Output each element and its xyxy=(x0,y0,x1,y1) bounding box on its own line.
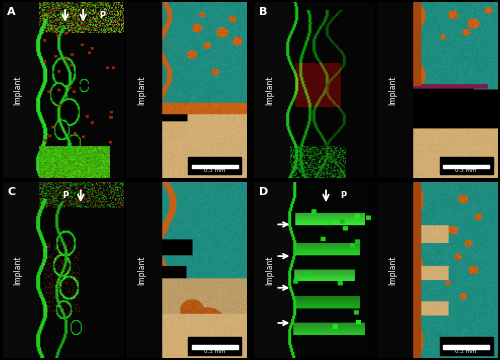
Text: Implant: Implant xyxy=(388,75,398,104)
Text: P: P xyxy=(62,191,69,200)
Bar xyxy=(188,157,242,174)
Text: Implant: Implant xyxy=(14,75,22,104)
Text: Implant: Implant xyxy=(14,256,22,285)
Bar xyxy=(440,337,492,355)
Text: P: P xyxy=(99,10,105,19)
Text: A: A xyxy=(8,7,16,17)
Text: Implant: Implant xyxy=(137,75,146,104)
Bar xyxy=(444,165,489,168)
Text: B: B xyxy=(258,7,267,17)
Text: Implant: Implant xyxy=(137,256,146,285)
Text: Implant: Implant xyxy=(388,256,398,285)
Bar xyxy=(444,345,489,348)
Text: C: C xyxy=(8,188,16,197)
Text: 0.3 mm: 0.3 mm xyxy=(204,168,226,174)
Text: 0.3 mm: 0.3 mm xyxy=(456,349,477,354)
Bar xyxy=(188,337,242,355)
Bar xyxy=(440,157,492,174)
Bar xyxy=(192,165,238,168)
Text: 0.3 mm: 0.3 mm xyxy=(204,349,226,354)
Text: Implant: Implant xyxy=(265,75,274,104)
Text: P: P xyxy=(340,191,346,200)
Text: 0.3 mm: 0.3 mm xyxy=(456,168,477,174)
Text: D: D xyxy=(258,188,268,197)
Bar xyxy=(192,345,238,348)
Text: Implant: Implant xyxy=(265,256,274,285)
